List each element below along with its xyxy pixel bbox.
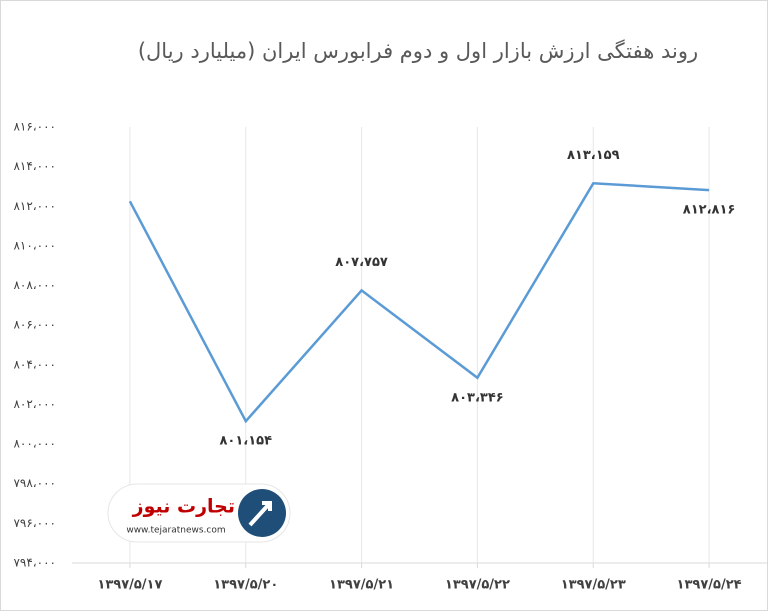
x-tick-label: ۱۳۹۷/۵/۲۴ <box>677 578 742 593</box>
value-label: ۸۱۲،۸۱۶ <box>683 203 736 218</box>
x-tick-label: ۱۳۹۷/۵/۱۷ <box>97 578 162 593</box>
value-label: ۸۰۳،۳۴۶ <box>451 390 504 405</box>
y-tick-label: ۸۰۴،۰۰۰ <box>13 357 56 371</box>
y-tick-label: ۸۰۸،۰۰۰ <box>13 278 56 292</box>
y-tick-label: ۸۰۶،۰۰۰ <box>13 318 56 332</box>
y-tick-label: ۷۹۴،۰۰۰ <box>13 556 56 570</box>
y-tick-label: ۸۱۴،۰۰۰ <box>13 159 56 173</box>
logo-arrow <box>248 501 272 527</box>
y-tick-label: ۸۱۲،۰۰۰ <box>13 199 56 213</box>
x-tick-label: ۱۳۹۷/۵/۲۰ <box>213 578 278 593</box>
line <box>128 182 710 424</box>
logo-url: www.tejaratnews.com <box>126 526 225 536</box>
x-tick-label: ۱۳۹۷/۵/۲۲ <box>445 578 510 593</box>
x-tick-label: ۱۳۹۷/۵/۲۳ <box>561 578 626 593</box>
value-label: ۸۱۳،۱۵۹ <box>567 148 620 163</box>
y-tick-label: ۸۰۲،۰۰۰ <box>13 397 56 411</box>
y-tick-label: ۷۹۶،۰۰۰ <box>13 516 56 530</box>
logo-name: تجارت نیوز <box>132 496 235 518</box>
y-tick-label: ۸۱۰،۰۰۰ <box>13 238 56 252</box>
value-label: ۸۰۷،۷۵۷ <box>335 255 388 270</box>
logo: تجارت نیوز www.tejaratnews.com <box>107 483 291 543</box>
y-tick-label: ۸۱۶،۰۰۰ <box>13 120 56 134</box>
y-tick-label: ۸۰۰،۰۰۰ <box>13 437 56 451</box>
value-label: ۸۰۱،۱۵۴ <box>219 434 272 449</box>
chart-title: روند هفتگی ارزش بازار اول و دوم فرابورس … <box>138 39 698 63</box>
x-tick-label: ۱۳۹۷/۵/۲۱ <box>329 578 394 593</box>
y-tick-label: ۷۹۸،۰۰۰ <box>13 476 56 490</box>
